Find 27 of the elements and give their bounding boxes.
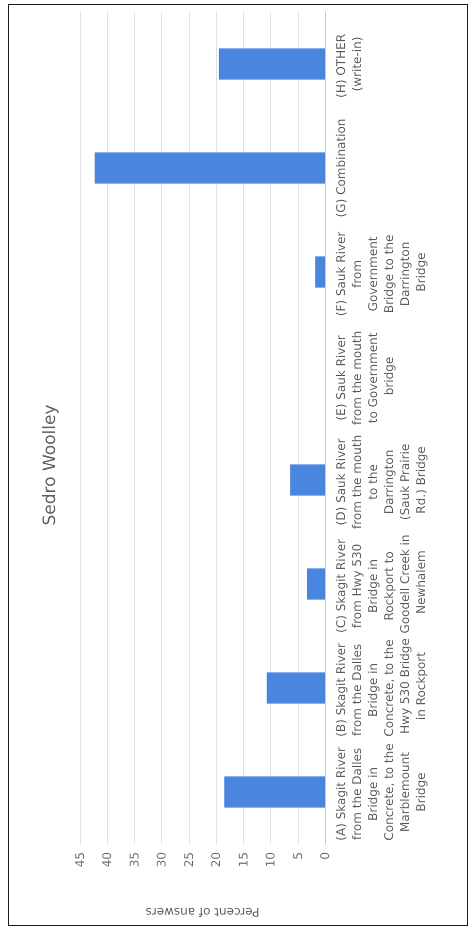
bar (307, 568, 325, 600)
bar (94, 152, 325, 184)
x-tick-label: 30 (154, 852, 169, 868)
bar (290, 464, 325, 496)
y-tick-label: (B) Skagit River from the Dalles Bridge in Concrete, to the Hwy 530 Bridge in Rockport (334, 638, 428, 738)
x-tick-label: 35 (127, 852, 142, 868)
x-tick-label: 40 (100, 852, 114, 868)
bar (218, 48, 325, 80)
bar (224, 776, 325, 808)
y-tick-label: (E) Sauk River from the mouth to Government bridge (334, 326, 396, 426)
y-tick-label: (C) Skagit River from Hwy 530 Bridge in Rockport to Goodell Creek in Newhalem (334, 534, 428, 634)
y-tick-label: (H) OTHER (write-in) (334, 30, 364, 98)
x-tick-label: 15 (236, 852, 250, 868)
text: Sedro Woolley (40, 404, 60, 526)
x-tick-label: 5 (290, 852, 305, 860)
bar (266, 672, 325, 704)
y-tick-label: (D) Sauk River from the mouth to the Darrington (Sauk Prairie Rd.) Bridge (334, 430, 428, 530)
x-tick-label: 45 (73, 852, 87, 868)
x-tick-label: 20 (209, 852, 224, 868)
x-tick-label: 25 (182, 852, 196, 868)
x-axis-title: Percent of answers (146, 905, 260, 919)
x-tick-label: 0 (318, 852, 332, 860)
x-tick-label: 10 (264, 852, 278, 868)
y-tick-label: (G) Combination (334, 118, 348, 218)
bar (315, 256, 325, 288)
y-tick-label: (A) Skagit River from the Dalles Bridge in Concrete, to the Marblemount Bridge (334, 743, 428, 841)
y-tick-label: (F) Sauk River from Government Bridge to the Darrington Bridge (334, 228, 428, 316)
